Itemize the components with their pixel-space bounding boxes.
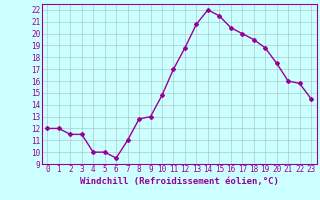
- X-axis label: Windchill (Refroidissement éolien,°C): Windchill (Refroidissement éolien,°C): [80, 177, 279, 186]
